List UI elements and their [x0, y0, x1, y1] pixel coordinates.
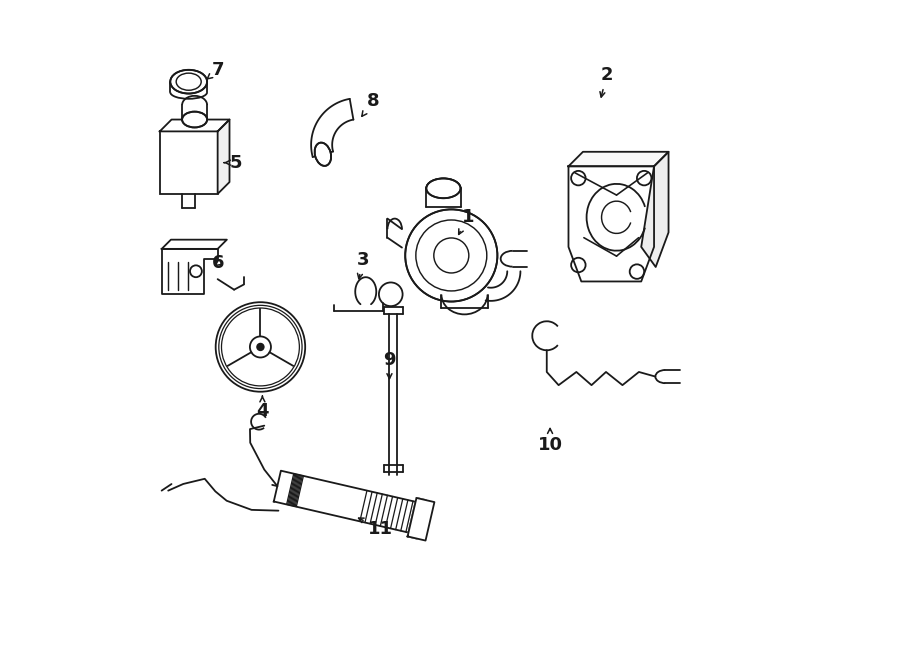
Text: 4: 4	[256, 396, 269, 420]
Polygon shape	[162, 240, 227, 249]
Polygon shape	[408, 498, 435, 541]
Text: 9: 9	[383, 351, 396, 379]
Circle shape	[250, 336, 271, 358]
Text: 5: 5	[224, 153, 242, 172]
Circle shape	[257, 344, 264, 350]
Polygon shape	[218, 120, 230, 194]
Polygon shape	[162, 249, 218, 293]
Polygon shape	[274, 471, 416, 533]
Ellipse shape	[170, 70, 207, 94]
Text: 2: 2	[600, 66, 613, 97]
Text: 10: 10	[537, 428, 562, 454]
Text: 6: 6	[212, 254, 225, 272]
Ellipse shape	[182, 112, 207, 128]
Bar	[159, 132, 218, 194]
Circle shape	[405, 210, 498, 301]
Ellipse shape	[427, 178, 461, 198]
Text: 7: 7	[207, 61, 225, 79]
Polygon shape	[569, 152, 669, 167]
Text: 8: 8	[362, 93, 379, 116]
Ellipse shape	[315, 143, 331, 166]
Text: 1: 1	[459, 208, 474, 235]
Polygon shape	[159, 120, 230, 132]
Text: 3: 3	[357, 251, 369, 279]
Polygon shape	[641, 152, 669, 267]
Text: 11: 11	[358, 518, 393, 538]
Polygon shape	[569, 167, 654, 282]
